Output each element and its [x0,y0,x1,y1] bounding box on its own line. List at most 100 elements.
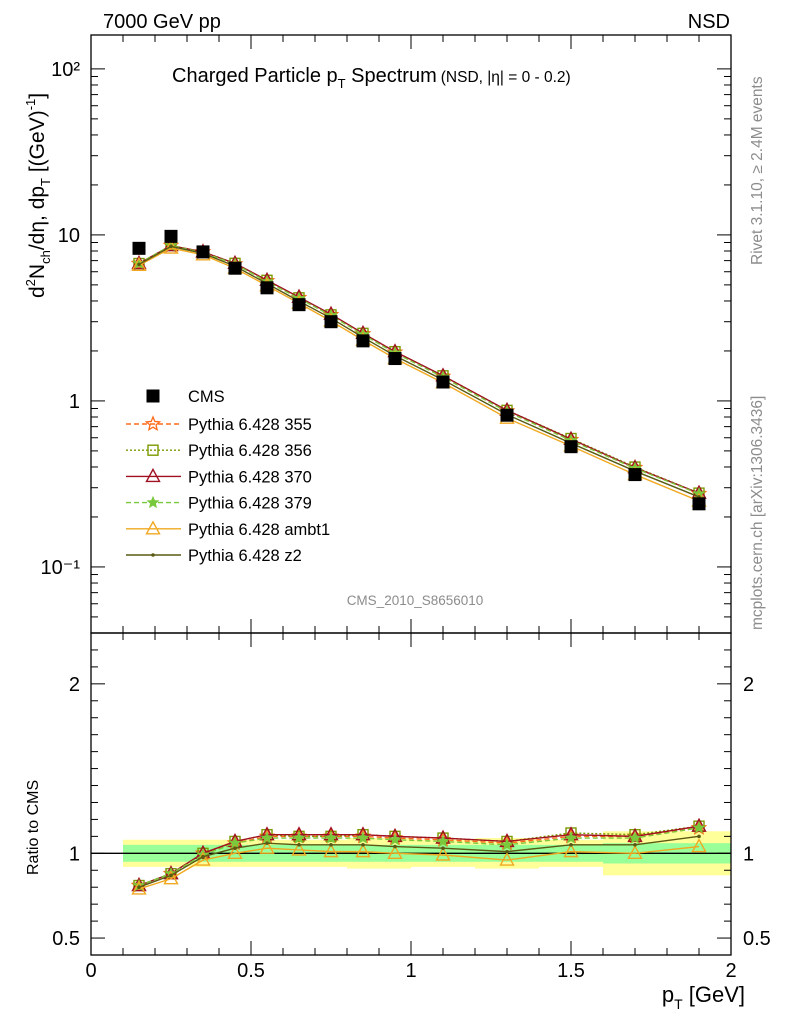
cms-data-point [500,408,514,422]
x-tick-label: 2 [725,960,736,982]
mcplots-text: mcplots.cern.ch [arXiv:1306.3436] [749,396,766,630]
ratio-series-marker [697,834,701,839]
ratio-tick-label-left: 1 [69,843,80,865]
legend-label: Pythia 6.428 370 [188,468,312,486]
legend-label: Pythia 6.428 355 [188,416,312,434]
y-tick-label: 10² [51,59,80,81]
ratio-series-marker [291,841,307,856]
ratio-series-marker [227,844,243,860]
chart-title: Charged Particle pT Spectrum (NSD, |η| = … [172,65,571,91]
y-tick-label: 1 [69,391,80,413]
ratio-tick-label-right: 1 [743,843,754,865]
ratio-series-marker [441,846,445,851]
cms-data-point [564,440,578,454]
analysis-id: CMS_2010_S8656010 [347,593,484,608]
ratio-y-axis-label: Ratio to CMS [25,780,42,875]
ratio-series-marker [356,831,370,844]
legend-label: Pythia 6.428 356 [188,442,312,460]
ratio-series-marker [436,834,450,847]
ratio-series-marker [324,831,338,844]
ratio-series-marker [131,880,147,895]
ratio-series-marker [563,843,579,858]
legend-label-cms: CMS [188,388,225,406]
cms-data-point [292,298,306,312]
ratio-series-marker [627,844,643,860]
legend-marker [144,415,162,432]
ratio-tick-label-right: 0.5 [743,928,771,950]
ratio-series-marker [388,832,402,846]
ratio-series-marker [259,839,275,854]
cms-data-point [324,315,338,329]
main-series-marker [169,244,173,249]
cms-data-point [196,245,210,259]
ratio-tick-label-left: 2 [69,674,80,696]
ratio-series-marker [329,843,333,847]
ratio-series-marker [355,843,371,858]
legend-marker [146,495,160,509]
legend-marker [145,467,161,483]
y-tick-label: 10 [58,225,80,247]
ratio-series-marker [569,843,573,847]
main-series-marker [137,262,141,267]
x-tick-label: 0 [85,960,96,982]
ratio-series-marker [387,844,403,860]
rivet-version-text: Rivet 3.1.10, ≥ 2.4M events [749,76,766,265]
ratio-series-marker [163,870,179,885]
ratio-series-marker [201,854,205,859]
main-series-marker [131,256,147,272]
cms-data-point [388,352,402,366]
header-left: 7000 GeV pp [103,11,221,33]
legend: CMS Pythia 6.428 355 Pythia 6.428 356 Pythi… [126,388,330,565]
ratio-panel-series [130,817,708,895]
cms-data-point [260,281,274,295]
ratio-tick-label-right: 2 [743,674,754,696]
y-tick-label: 10⁻¹ [41,557,81,579]
legend-marker [145,520,161,535]
ratio-series-line [138,827,700,887]
ratio-series-marker [361,843,365,847]
y-axis-label: d2Nch/dη, dpT [(GeV)-1] [23,93,53,298]
ratio-series-marker [265,841,269,845]
legend-marker-cms [146,389,160,403]
ratio-series-marker [564,831,578,844]
ratio-series-marker [505,849,509,854]
legend-marker [147,444,159,456]
legend-label: Pythia 6.428 z2 [188,547,302,565]
ratio-series-marker [297,843,301,847]
ratio-series-marker [627,827,643,843]
main-plot-frame [90,34,732,634]
header-right: NSD [688,11,730,33]
axes-frames [90,34,732,956]
ratio-series-marker [393,844,397,849]
ratio-series-marker [628,831,642,844]
ratio-series-line [138,845,700,890]
ratio-tick-label-left: 0.5 [52,928,80,950]
ratio-plot-frame [90,632,732,956]
ratio-series-marker [233,846,237,851]
ratio-series-marker [499,851,515,866]
cms-data-point [164,229,178,243]
ratio-series-marker [435,846,451,861]
cms-data-point [436,375,450,389]
x-tick-label: 1.5 [557,960,585,982]
ratio-series-marker [691,838,707,853]
cms-data-point [228,261,242,275]
legend-label: Pythia 6.428 379 [188,495,312,513]
cms-data-point [132,241,146,255]
ratio-series-marker [692,821,706,834]
ratio-series-marker [691,817,707,832]
cms-data-point [628,468,642,482]
x-tick-label: 0.5 [237,960,265,982]
legend-label: Pythia 6.428 ambt1 [188,521,330,539]
ratio-series-marker [292,831,306,844]
cms-data-point [692,497,706,511]
ratio-series-marker [169,873,173,878]
ratio-series-line [138,835,700,888]
ratio-series-marker [500,838,514,851]
main-panel-series [130,229,708,511]
legend-marker [151,553,155,557]
ratio-series-marker [323,843,339,858]
ratio-series-marker [633,843,637,847]
